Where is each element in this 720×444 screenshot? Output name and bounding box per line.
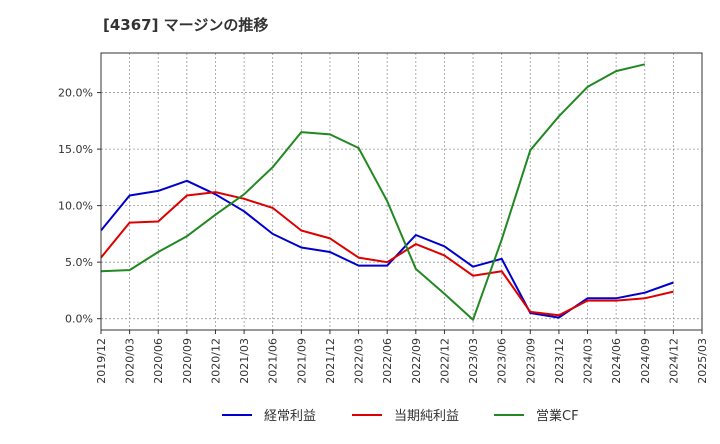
x-tick-label: 2020/12: [209, 338, 222, 384]
x-tick-label: 2025/03: [696, 338, 709, 384]
x-tick-label: 2023/09: [524, 338, 537, 384]
x-tick-label: 2022/12: [438, 338, 451, 384]
y-tick-label: 10.0%: [58, 200, 93, 213]
grid-layer: [100, 53, 703, 330]
x-tick-label: 2024/03: [582, 338, 595, 384]
x-tick-label: 2024/09: [639, 338, 652, 384]
x-tick-label: 2020/09: [181, 338, 194, 384]
x-tick-label: 2023/03: [467, 338, 480, 384]
x-tick-label: 2023/12: [553, 338, 566, 384]
y-tick-label: 5.0%: [65, 256, 93, 269]
x-tick-label: 2021/06: [267, 338, 280, 384]
y-tick-label: 0.0%: [65, 313, 93, 326]
axis-layer: 0.0% 5.0% 10.0% 15.0% 20.0% 2019/12 2020/03 202…: [58, 52, 709, 384]
series-layer: [100, 63, 674, 321]
x-tick-label: 2019/12: [95, 338, 108, 384]
x-tick-label: 2022/09: [410, 338, 423, 384]
plot-area: [101, 53, 702, 330]
x-tick-label: 2023/06: [496, 338, 509, 384]
legend-label-3: 営業CF: [536, 408, 579, 424]
x-tick-label: 2024/06: [610, 338, 623, 384]
x-tick-label: 2021/12: [324, 338, 337, 384]
series-line-2: [100, 191, 674, 317]
x-tick-label: 2020/03: [124, 338, 137, 384]
x-tick-label: 2024/12: [667, 338, 680, 384]
legend-label-1: 経常利益: [264, 409, 316, 424]
y-tick-label: 20.0%: [58, 87, 93, 100]
x-tick-label: 2021/09: [295, 338, 308, 384]
series-line-3: [100, 63, 646, 321]
plot-frame: [100, 52, 703, 331]
legend-label-2: 当期純利益: [394, 409, 459, 424]
chart-title: [4367] マージンの推移: [103, 16, 269, 34]
legend: 経常利益 当期純利益 営業CF: [222, 408, 579, 424]
x-tick-label: 2022/06: [381, 338, 394, 384]
x-tick-label: 2020/06: [152, 338, 165, 384]
y-tick-label: 15.0%: [58, 143, 93, 156]
x-tick-label: 2022/03: [353, 338, 366, 384]
x-tick-label: 2021/03: [238, 338, 251, 384]
